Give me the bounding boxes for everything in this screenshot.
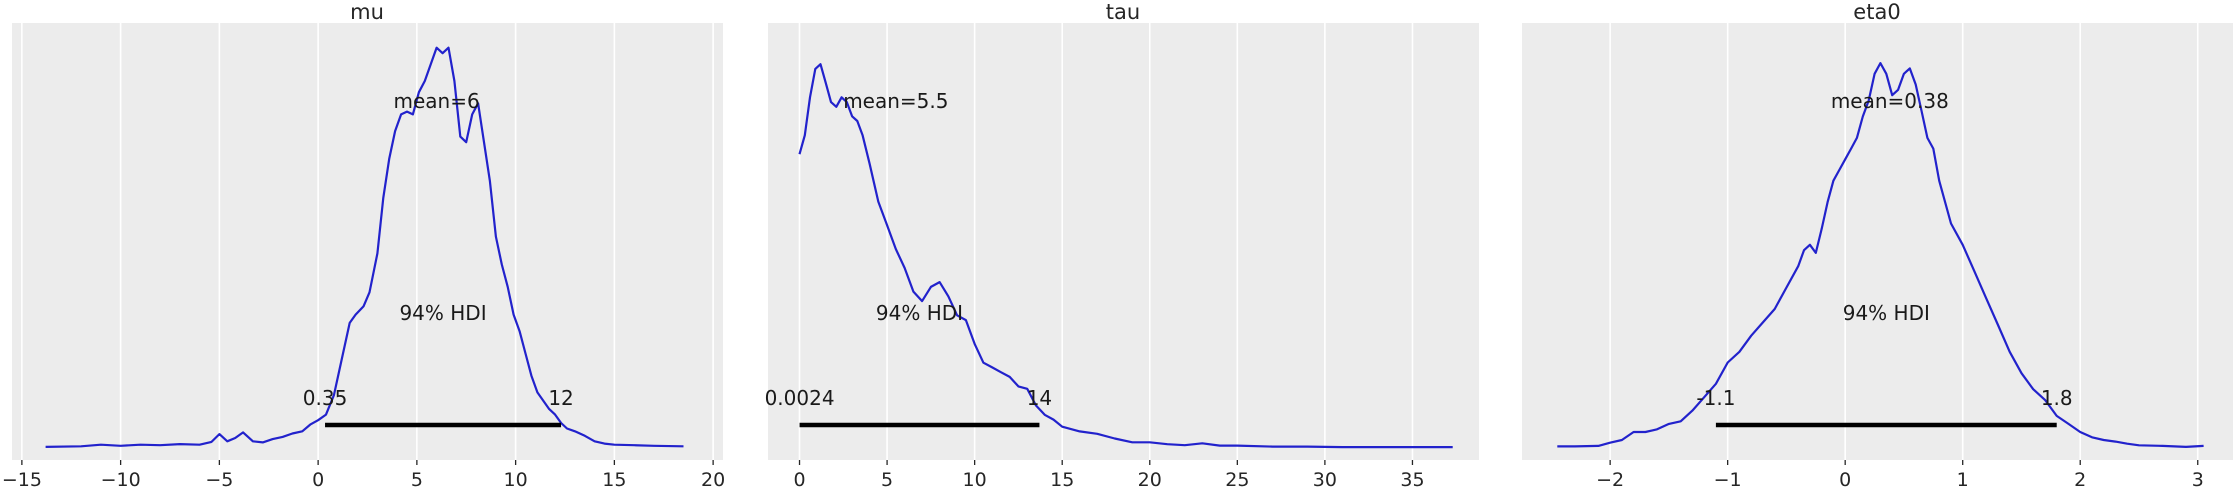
- x-tick-label: 35: [1400, 469, 1424, 491]
- x-tick-label: −2: [1596, 469, 1624, 491]
- density-curve-eta0: [1557, 62, 2204, 448]
- panel-title: tau: [1106, 0, 1140, 24]
- x-tick-label: 5: [411, 469, 423, 491]
- panel-tau: mean=5.5 94% HDI 0.0024 14 tau 0 5 10 15 20 2…: [765, 0, 1479, 491]
- mean-label: mean=5.5: [843, 89, 948, 113]
- panel-eta0: mean=0.38 94% HDI -1.1 1.8 eta0 −2 −1 0 1 2 3: [1522, 0, 2233, 491]
- x-tick-label: −5: [205, 469, 233, 491]
- x-tick-label: 25: [1225, 469, 1249, 491]
- hdi-label: 94% HDI: [1843, 301, 1930, 325]
- x-tick-label: 10: [963, 469, 987, 491]
- hdi-high-label: 1.8: [2041, 386, 2073, 410]
- panel-title: mu: [350, 0, 384, 24]
- grid-lines: [1609, 23, 2199, 460]
- x-tick-label: 1: [1957, 469, 1969, 491]
- hdi-label: 94% HDI: [399, 301, 486, 325]
- x-tick-label: 15: [1050, 469, 1074, 491]
- x-tick-label: 0: [1839, 469, 1851, 491]
- density-curve-mu: [45, 46, 684, 448]
- x-axis: −15 −10 −5 0 5 10 15 20: [2, 460, 725, 491]
- x-tick-label: 20: [1138, 469, 1162, 491]
- x-tick-label: 5: [881, 469, 893, 491]
- x-tick-label: 0: [312, 469, 324, 491]
- x-tick-label: 15: [602, 469, 626, 491]
- hdi-low-label: -1.1: [1696, 386, 1735, 410]
- plot-background: [12, 23, 723, 460]
- x-tick-label: 3: [2192, 469, 2204, 491]
- x-tick-label: −1: [1714, 469, 1742, 491]
- x-tick-label: 10: [504, 469, 528, 491]
- density-curve-tau: [798, 63, 1453, 449]
- x-tick-label: 0: [793, 469, 805, 491]
- hdi-label: 94% HDI: [876, 301, 963, 325]
- hdi-low-label: 0.35: [303, 386, 348, 410]
- hdi-low-label: 0.0024: [765, 386, 835, 410]
- x-axis: 0 5 10 15 20 25 30 35: [793, 460, 1425, 491]
- grid-lines: [798, 23, 1414, 460]
- plot-background: [1522, 23, 2233, 460]
- panel-mu: mean=6 94% HDI 0.35 12 mu −15 −10 −5 0 5 10 15…: [2, 0, 725, 491]
- panel-title: eta0: [1853, 0, 1900, 24]
- x-tick-label: 30: [1313, 469, 1337, 491]
- hdi-high-label: 14: [1027, 386, 1052, 410]
- x-axis: −2 −1 0 1 2 3: [1596, 460, 2204, 491]
- x-tick-label: −10: [101, 469, 141, 491]
- hdi-high-label: 12: [548, 386, 573, 410]
- mean-label: mean=6: [394, 89, 480, 113]
- mean-label: mean=0.38: [1831, 89, 1949, 113]
- x-tick-label: 2: [2074, 469, 2086, 491]
- x-tick-label: −15: [2, 469, 42, 491]
- x-tick-label: 20: [701, 469, 725, 491]
